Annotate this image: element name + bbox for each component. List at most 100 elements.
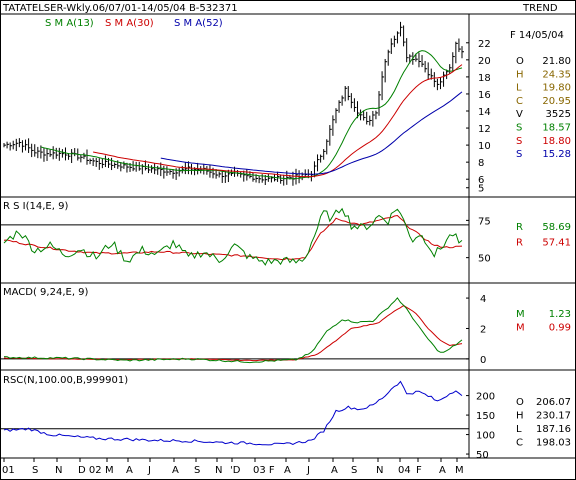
price-bar xyxy=(372,110,375,127)
x-tick-label: M xyxy=(455,465,464,476)
rsc-readout-value: 187.16 xyxy=(536,424,571,435)
trend-label: TREND xyxy=(522,3,558,14)
price-info-value: 18.80 xyxy=(542,136,571,147)
price-info-value: 24.35 xyxy=(542,69,571,80)
sma-line-30 xyxy=(93,64,463,178)
rsi-readout-key: R xyxy=(516,238,523,249)
price-bar xyxy=(64,147,68,161)
rsi-panel-label: R S I(14,E, 9) xyxy=(3,201,68,212)
price-bar xyxy=(89,158,93,165)
price-bar xyxy=(154,163,157,175)
macd-readout-key: M xyxy=(516,309,525,320)
price-bar xyxy=(267,174,271,182)
rsc-readout-key: H xyxy=(516,411,524,422)
rsi-readout-value: 57.41 xyxy=(542,238,571,249)
price-bar xyxy=(55,147,59,159)
price-bar xyxy=(80,154,83,163)
macd-tick-label: 4 xyxy=(480,294,486,305)
price-bar xyxy=(172,169,176,179)
price-bar xyxy=(40,145,43,159)
x-tick-label: A xyxy=(331,465,338,476)
price-bar xyxy=(123,161,126,169)
rsc-readout-value: 206.07 xyxy=(536,397,571,408)
price-bar xyxy=(403,25,406,47)
price-bar xyxy=(9,142,13,151)
price-info-key: H xyxy=(516,69,524,80)
price-bar xyxy=(18,138,22,148)
price-info-value: 21.80 xyxy=(542,56,571,67)
price-info-value: 19.80 xyxy=(542,83,571,94)
price-info-key: O xyxy=(516,56,524,67)
rsc-panel: 200 150 100 50 xyxy=(0,380,495,461)
price-bar xyxy=(160,162,163,177)
price-bar xyxy=(347,86,351,101)
price-bar xyxy=(191,163,194,175)
price-bar xyxy=(86,149,89,165)
price-bar xyxy=(304,169,308,177)
rsc-tick-label: 200 xyxy=(476,392,495,403)
price-bar xyxy=(3,143,6,148)
price-info-key: S xyxy=(516,149,522,160)
price-tick-label: 20 xyxy=(478,56,491,67)
price-bar xyxy=(326,139,329,155)
chart-title: TATATELSER-Wkly.06/07/01-14/05/04 B-5323… xyxy=(2,3,238,14)
price-bar xyxy=(111,157,114,171)
x-tick-label: A xyxy=(284,465,291,476)
price-bar xyxy=(25,139,28,151)
price-bar xyxy=(323,149,326,160)
price-bar xyxy=(369,115,372,126)
price-bar xyxy=(366,111,369,125)
x-tick-label: J xyxy=(147,465,151,476)
price-bar xyxy=(31,143,34,158)
rsc-readout-key: C xyxy=(516,438,523,449)
price-bar xyxy=(34,144,37,157)
price-bar xyxy=(68,153,71,160)
rsc-panel-label: RSC(N,100.00,B,999901) xyxy=(3,375,128,386)
price-bar xyxy=(92,157,96,166)
price-bar xyxy=(390,38,394,54)
price-info-value: 3525 xyxy=(546,109,571,120)
price-bar xyxy=(218,171,222,178)
price-tick-label: 10 xyxy=(478,141,491,152)
price-bar xyxy=(387,49,391,66)
price-bar xyxy=(381,71,385,101)
rsi-tick-label: 75 xyxy=(478,216,491,227)
price-info-key: S xyxy=(516,136,522,147)
price-bar xyxy=(446,69,449,80)
price-info-key: L xyxy=(516,83,522,94)
price-bar xyxy=(455,41,458,64)
price-bar xyxy=(443,71,446,87)
price-bar xyxy=(350,93,354,109)
sma-line-13 xyxy=(40,50,463,180)
macd-panel-label: MACD( 9,24,E, 9) xyxy=(3,287,89,298)
price-bar xyxy=(61,149,65,158)
price-bar xyxy=(114,162,117,168)
date-label: F 14/05/04 xyxy=(510,30,564,41)
price-bar xyxy=(329,125,332,146)
price-bar xyxy=(396,31,400,44)
macd-signal-line xyxy=(3,304,463,362)
price-bar xyxy=(258,175,262,184)
price-bar xyxy=(384,58,388,83)
price-bar xyxy=(421,55,425,68)
price-tick-label: 12 xyxy=(478,124,491,135)
price-tick-label: 8 xyxy=(478,158,484,169)
price-bar xyxy=(344,85,348,102)
price-bar xyxy=(169,169,172,175)
price-bar xyxy=(151,165,154,173)
macd-tick-label: 2 xyxy=(480,324,486,335)
price-panel: 22 20 18 16 14 12 10 8 65 xyxy=(3,21,491,195)
x-tick-label: A xyxy=(172,465,179,476)
rsi-panel: 75 50 xyxy=(0,207,491,266)
price-bar xyxy=(360,109,363,121)
price-bar xyxy=(163,165,166,179)
price-bar xyxy=(224,170,228,183)
price-bar xyxy=(375,110,378,120)
price-bar xyxy=(12,140,16,150)
price-bar xyxy=(166,166,169,176)
price-bar xyxy=(104,155,108,168)
price-bar xyxy=(209,165,212,178)
sma30-legend: S M A(30) xyxy=(105,18,154,29)
price-info-value: 15.28 xyxy=(542,149,571,160)
